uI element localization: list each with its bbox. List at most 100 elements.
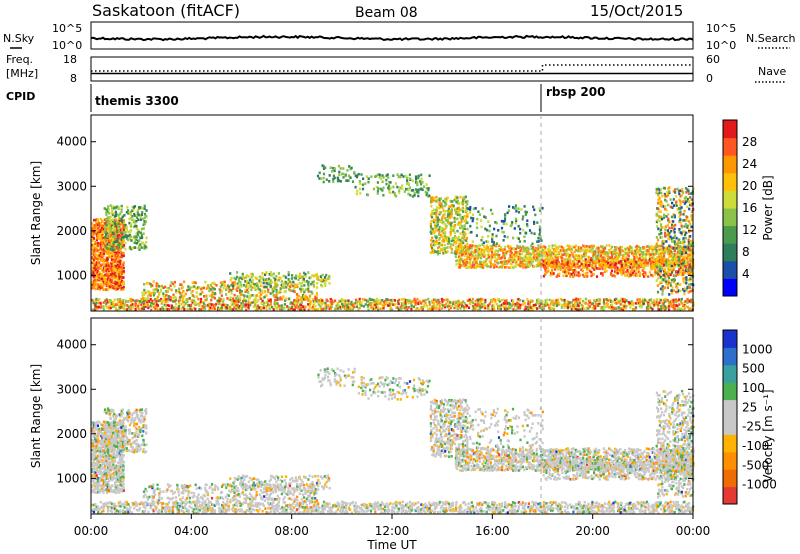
data-cell xyxy=(677,248,680,252)
data-cell xyxy=(187,288,190,292)
data-cell xyxy=(475,258,478,261)
data-cell xyxy=(319,298,322,301)
data-cell xyxy=(324,301,327,305)
data-cell xyxy=(436,223,439,226)
data-cell xyxy=(495,244,498,248)
data-cell xyxy=(414,188,418,191)
data-cell xyxy=(434,235,437,238)
data-cell xyxy=(674,191,677,194)
data-cell xyxy=(416,181,419,184)
data-cell xyxy=(112,301,115,304)
data-cell xyxy=(307,299,310,302)
data-cell xyxy=(113,259,117,262)
data-cell xyxy=(237,284,240,287)
data-cell xyxy=(267,290,270,294)
data-cell xyxy=(406,300,409,304)
data-cell xyxy=(684,236,687,240)
data-cell xyxy=(620,249,623,252)
data-cell xyxy=(441,235,444,239)
data-cell xyxy=(290,305,294,309)
data-cell xyxy=(433,219,437,222)
data-cell xyxy=(508,301,511,305)
data-cell xyxy=(114,224,117,227)
data-cell xyxy=(456,217,459,221)
data-cell xyxy=(390,302,393,306)
data-cell xyxy=(601,267,604,271)
data-cell xyxy=(181,300,184,304)
data-cell xyxy=(104,231,107,234)
data-cell xyxy=(672,301,675,304)
data-cell xyxy=(620,307,623,311)
data-cell xyxy=(460,252,463,255)
data-cell xyxy=(436,302,440,305)
data-cell xyxy=(534,305,537,309)
data-cell xyxy=(477,256,480,260)
data-cell xyxy=(665,264,668,268)
data-cell xyxy=(477,302,480,306)
data-cell xyxy=(640,251,643,254)
data-cell xyxy=(522,299,525,303)
data-cell xyxy=(655,244,658,248)
data-cell xyxy=(679,271,682,274)
data-cell xyxy=(98,235,101,239)
data-cell xyxy=(98,288,101,291)
data-cell xyxy=(484,300,487,304)
noise-left-tick-top: 10^5 xyxy=(52,22,82,35)
data-cell xyxy=(607,252,610,255)
noise-left-tick-bottom: 10^0 xyxy=(52,39,82,52)
data-cell xyxy=(414,299,417,302)
data-cell xyxy=(574,270,578,274)
data-cell xyxy=(454,212,458,215)
data-cell xyxy=(301,287,304,291)
noise-sky-series xyxy=(90,34,694,42)
data-cell xyxy=(230,303,233,306)
data-cell xyxy=(233,306,236,309)
data-cell xyxy=(108,232,111,235)
data-cell xyxy=(341,302,344,306)
data-cell xyxy=(403,306,406,310)
data-cell xyxy=(400,307,403,310)
data-cell xyxy=(258,288,261,291)
data-cell xyxy=(371,306,374,309)
data-cell xyxy=(442,208,445,212)
data-cell xyxy=(637,257,640,261)
data-cell xyxy=(109,269,112,272)
data-cell xyxy=(230,289,233,292)
data-cell xyxy=(657,269,660,272)
data-cell xyxy=(471,250,475,254)
data-cell xyxy=(574,307,577,311)
data-cell xyxy=(634,302,637,305)
data-cell xyxy=(95,224,98,227)
data-cell xyxy=(688,242,691,246)
data-cell xyxy=(537,298,540,301)
data-cell xyxy=(116,240,119,243)
data-cell xyxy=(686,285,689,289)
data-cell xyxy=(420,173,423,177)
data-cell xyxy=(679,254,682,258)
data-cell xyxy=(99,243,102,246)
data-cell xyxy=(156,308,159,312)
data-cell xyxy=(397,175,400,179)
data-cell xyxy=(144,291,147,295)
data-cell xyxy=(286,305,289,308)
data-cell xyxy=(436,250,439,253)
data-cell xyxy=(676,308,679,311)
data-cell xyxy=(484,304,487,308)
data-cell xyxy=(541,264,544,268)
data-cell xyxy=(587,268,590,271)
data-cell xyxy=(682,277,685,280)
data-cell xyxy=(568,262,571,265)
data-cell xyxy=(616,266,619,270)
data-cell xyxy=(308,299,311,303)
data-cell xyxy=(523,246,526,249)
data-cell xyxy=(528,252,531,255)
data-cell xyxy=(544,264,547,268)
data-cell xyxy=(167,295,170,298)
data-cell xyxy=(638,253,642,257)
data-cell xyxy=(673,262,677,266)
data-cell xyxy=(123,214,126,217)
data-cell xyxy=(643,267,646,270)
data-cell xyxy=(455,251,458,254)
data-cell xyxy=(99,258,103,262)
data-cell xyxy=(603,298,606,301)
